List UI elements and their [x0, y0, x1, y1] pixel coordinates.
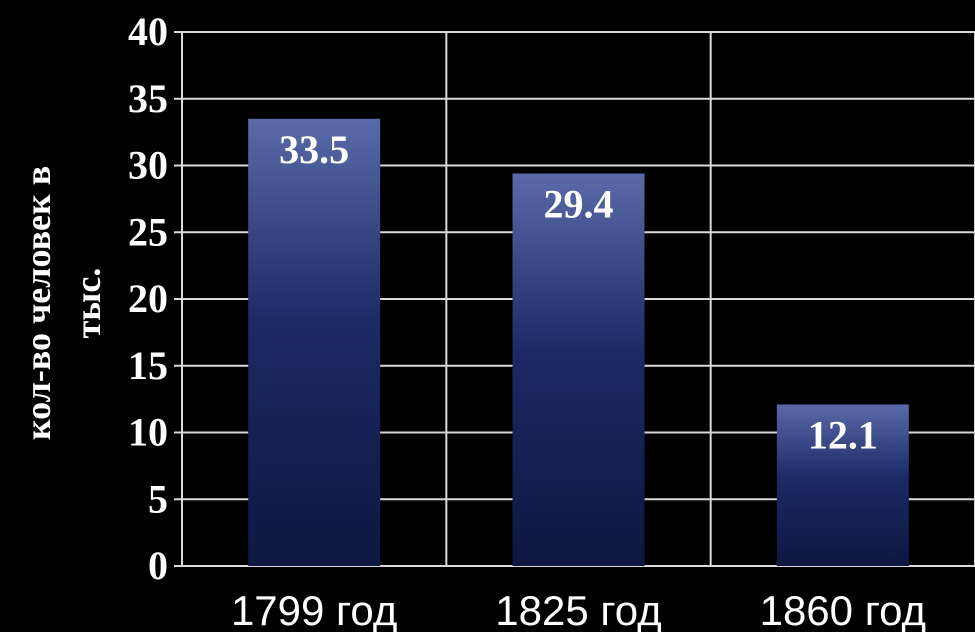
y-axis-title: кол-во человек в тыс. — [18, 166, 108, 440]
data-labels-layer: 33.5 29.4 12.1 — [279, 127, 878, 458]
y-tick-label-3: 15 — [128, 343, 168, 388]
y-tick-label-2: 10 — [128, 410, 168, 455]
bar-1 — [512, 173, 645, 566]
y-tick-label-6: 30 — [128, 143, 168, 188]
x-tick-label-1: 1825 год — [495, 587, 661, 632]
y-tick-labels: 0 5 10 15 20 25 30 35 40 — [128, 9, 168, 588]
data-label-1: 29.4 — [544, 182, 614, 227]
x-tick-label-0: 1799 год — [231, 587, 397, 632]
data-label-2: 12.1 — [808, 412, 878, 457]
y-axis-title-line-2: тыс. — [68, 268, 108, 339]
y-tick-label-7: 35 — [128, 76, 168, 121]
x-tick-labels: 1799 год 1825 год 1860 год — [231, 587, 926, 632]
y-tick-label-4: 20 — [128, 276, 168, 321]
y-tick-label-8: 40 — [128, 9, 168, 54]
axis-layer — [174, 31, 182, 567]
y-tick-label-5: 25 — [128, 209, 168, 254]
x-tick-label-2: 1860 год — [760, 587, 926, 632]
bar-2 — [776, 404, 909, 566]
y-tick-label-0: 0 — [148, 543, 168, 588]
bar-0 — [248, 118, 381, 567]
data-label-0: 33.5 — [279, 127, 349, 172]
bars-layer — [248, 118, 909, 567]
y-axis-title-line-1: кол-во человек в — [18, 166, 58, 440]
y-tick-label-1: 5 — [148, 476, 168, 521]
